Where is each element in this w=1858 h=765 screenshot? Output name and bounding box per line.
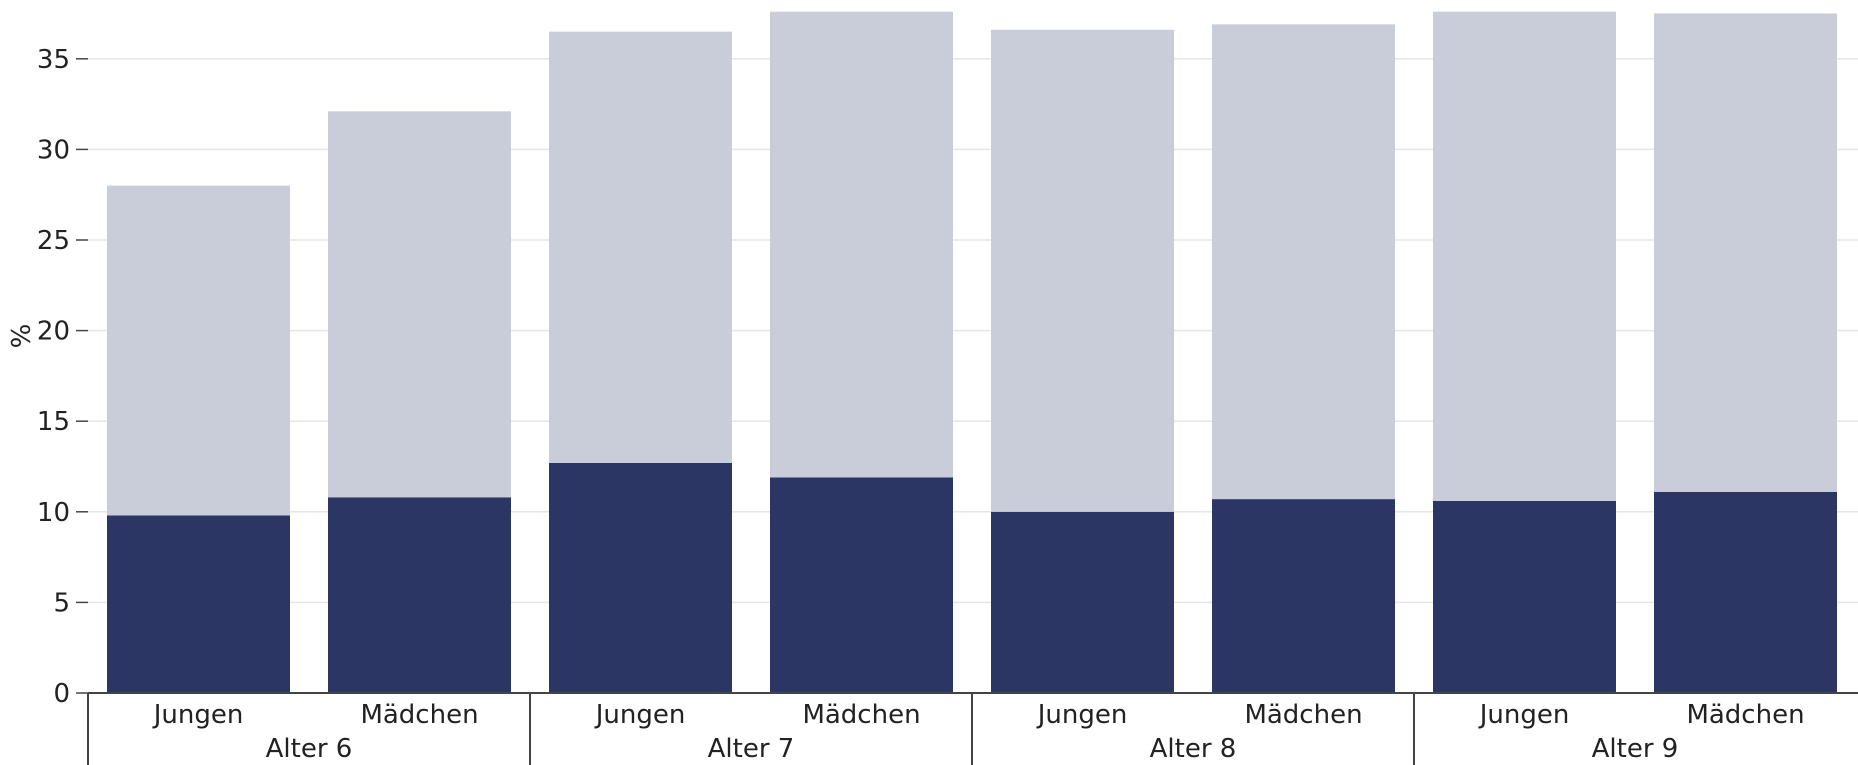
bars — [107, 11, 1837, 693]
bar-segment-top — [107, 185, 290, 516]
x-category-label: Mädchen — [802, 700, 920, 730]
group-label: Alter 9 — [1592, 734, 1679, 764]
bar-segment-top — [328, 111, 511, 498]
bar-segment-top — [770, 11, 953, 478]
y-tick-label: 35 — [37, 45, 70, 75]
y-tick-label: 5 — [53, 588, 70, 618]
bar-segment-bottom — [770, 477, 953, 693]
y-tick-label: 25 — [37, 226, 70, 256]
x-category-label: Jungen — [1478, 700, 1570, 730]
x-category-label: Jungen — [1036, 700, 1128, 730]
axes: 0 5 10 15 20 25 30 35 Jungen Mädchen Jungen Mädchen… — [37, 45, 1858, 765]
y-tick-label: 15 — [37, 407, 70, 437]
y-tick-label: 20 — [37, 317, 70, 347]
bar-segment-top — [1433, 11, 1616, 501]
group-label: Alter 6 — [266, 734, 353, 764]
bar-segment-bottom — [1212, 499, 1395, 693]
x-category-label: Jungen — [152, 700, 244, 730]
bar-segment-bottom — [1433, 500, 1616, 693]
bar-segment-top — [991, 29, 1174, 512]
x-category-label: Jungen — [594, 700, 686, 730]
bar-segment-bottom — [991, 511, 1174, 693]
x-category-label: Mädchen — [360, 700, 478, 730]
bar-segment-bottom — [328, 497, 511, 693]
x-category-label: Mädchen — [1686, 700, 1804, 730]
y-tick-label: 0 — [53, 679, 70, 709]
bar-segment-top — [1654, 13, 1837, 492]
y-tick-label: 30 — [37, 135, 70, 165]
bar-segment-bottom — [1654, 491, 1837, 693]
bar-segment-bottom — [549, 462, 732, 693]
x-category-label: Mädchen — [1244, 700, 1362, 730]
y-tick-label: 10 — [37, 498, 70, 528]
y-axis-label: % — [7, 324, 37, 349]
bar-segment-bottom — [107, 515, 290, 693]
bar-segment-top — [549, 31, 732, 463]
group-label: Alter 7 — [708, 734, 795, 764]
bar-segment-top — [1212, 24, 1395, 500]
group-label: Alter 8 — [1150, 734, 1237, 764]
